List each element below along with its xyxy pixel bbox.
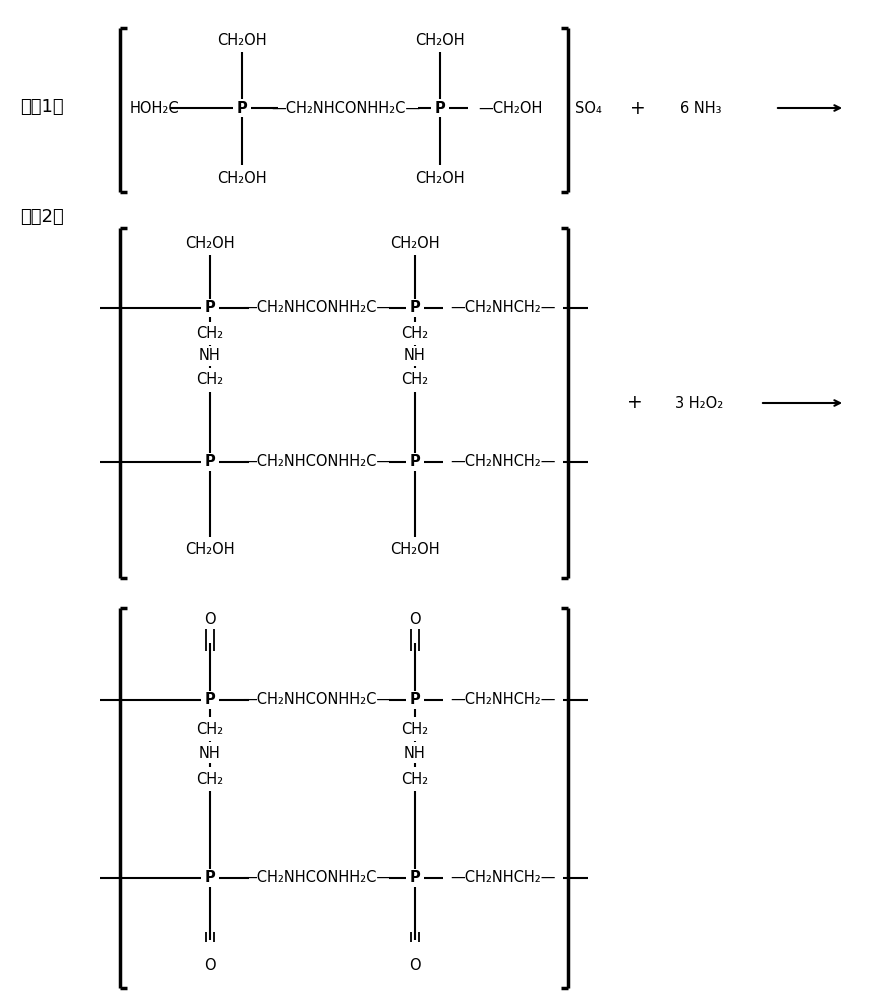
Text: P: P: [236, 100, 247, 115]
Text: NH: NH: [404, 349, 426, 364]
Text: CH₂: CH₂: [401, 327, 428, 342]
Text: P: P: [204, 692, 216, 707]
Text: O: O: [204, 612, 216, 627]
Text: CH₂OH: CH₂OH: [389, 542, 440, 557]
Text: 式（1）: 式（1）: [20, 98, 63, 116]
Text: P: P: [409, 692, 420, 707]
Text: P: P: [409, 871, 420, 886]
Text: CH₂OH: CH₂OH: [415, 170, 464, 185]
Text: 3 H₂O₂: 3 H₂O₂: [674, 396, 722, 411]
Text: CH₂: CH₂: [401, 772, 428, 787]
Text: CH₂OH: CH₂OH: [217, 32, 267, 47]
Text: NH: NH: [199, 349, 221, 364]
Text: O: O: [408, 612, 421, 627]
Text: CH₂: CH₂: [196, 721, 223, 736]
Text: CH₂: CH₂: [196, 772, 223, 787]
Text: HOH₂C: HOH₂C: [129, 100, 179, 115]
Text: CH₂OH: CH₂OH: [185, 235, 235, 250]
Text: P: P: [204, 301, 216, 316]
Text: NH: NH: [404, 745, 426, 761]
Text: CH₂OH: CH₂OH: [389, 235, 440, 250]
Text: CH₂OH: CH₂OH: [185, 542, 235, 557]
Text: —CH₂NHCONHH₂C—: —CH₂NHCONHH₂C—: [242, 301, 391, 316]
Text: —CH₂NHCONHH₂C—: —CH₂NHCONHH₂C—: [242, 692, 391, 707]
Text: —CH₂OH: —CH₂OH: [477, 100, 541, 115]
Text: —CH₂NHCH₂—: —CH₂NHCH₂—: [450, 301, 555, 316]
Text: SO₄: SO₄: [574, 100, 601, 115]
Text: P: P: [434, 100, 445, 115]
Text: —CH₂NHCONHH₂C—: —CH₂NHCONHH₂C—: [271, 100, 420, 115]
Text: CH₂: CH₂: [196, 373, 223, 388]
Text: P: P: [204, 455, 216, 470]
Text: CH₂OH: CH₂OH: [217, 170, 267, 185]
Text: P: P: [409, 301, 420, 316]
Text: O: O: [408, 958, 421, 973]
Text: —CH₂NHCONHH₂C—: —CH₂NHCONHH₂C—: [242, 455, 391, 470]
Text: NH: NH: [199, 745, 221, 761]
Text: CH₂: CH₂: [196, 327, 223, 342]
Text: P: P: [204, 871, 216, 886]
Text: —CH₂NHCONHH₂C—: —CH₂NHCONHH₂C—: [242, 871, 391, 886]
Text: CH₂OH: CH₂OH: [415, 32, 464, 47]
Text: CH₂: CH₂: [401, 373, 428, 388]
Text: —CH₂NHCH₂—: —CH₂NHCH₂—: [450, 871, 555, 886]
Text: +: +: [629, 98, 645, 117]
Text: +: +: [627, 394, 642, 413]
Text: 式（2）: 式（2）: [20, 208, 63, 226]
Text: O: O: [204, 958, 216, 973]
Text: CH₂: CH₂: [401, 721, 428, 736]
Text: —CH₂NHCH₂—: —CH₂NHCH₂—: [450, 455, 555, 470]
Text: P: P: [409, 455, 420, 470]
Text: —CH₂NHCH₂—: —CH₂NHCH₂—: [450, 692, 555, 707]
Text: 6 NH₃: 6 NH₃: [680, 100, 720, 115]
